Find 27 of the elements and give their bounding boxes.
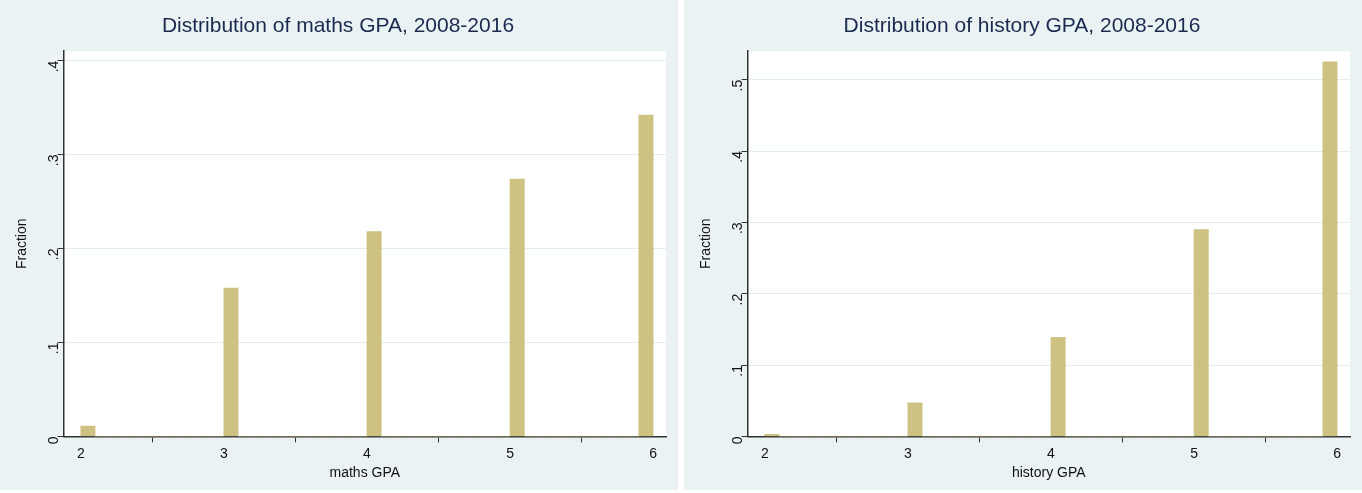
y-tick-label: .3 (45, 154, 62, 167)
x-axis-title: history GPA (1011, 464, 1087, 481)
x-tick-label: 6 (1333, 444, 1342, 461)
y-tick-label: .3 (729, 222, 746, 235)
y-tick-label: .2 (45, 248, 62, 261)
x-tick-label: 2 (76, 444, 85, 461)
y-axis-title: Fraction (13, 218, 30, 270)
x-axis-title: maths GPA (329, 464, 401, 481)
x-tick-label: 2 (760, 444, 769, 461)
x-tick-label: 4 (363, 444, 372, 461)
y-tick-label: .2 (729, 293, 746, 306)
y-axis-title: Fraction (697, 218, 714, 270)
y-tick-label: 0 (729, 436, 746, 445)
y-tick-label: .1 (45, 342, 62, 355)
x-tick-label: 3 (903, 444, 912, 461)
chart-title: Distribution of history GPA, 2008-2016 (843, 13, 1201, 37)
x-tick-label: 3 (219, 444, 228, 461)
x-tick-label: 4 (1047, 444, 1056, 461)
y-tick-label: .4 (45, 60, 62, 73)
x-tick-label: 5 (1190, 444, 1199, 461)
y-tick-label: .4 (729, 150, 746, 163)
x-tick-label: 6 (649, 444, 658, 461)
y-tick-label: 0 (45, 436, 62, 445)
y-tick-label: .5 (729, 79, 746, 92)
x-tick-label: 5 (506, 444, 515, 461)
y-tick-label: .1 (729, 364, 746, 377)
chart-title: Distribution of maths GPA, 2008-2016 (161, 13, 515, 37)
